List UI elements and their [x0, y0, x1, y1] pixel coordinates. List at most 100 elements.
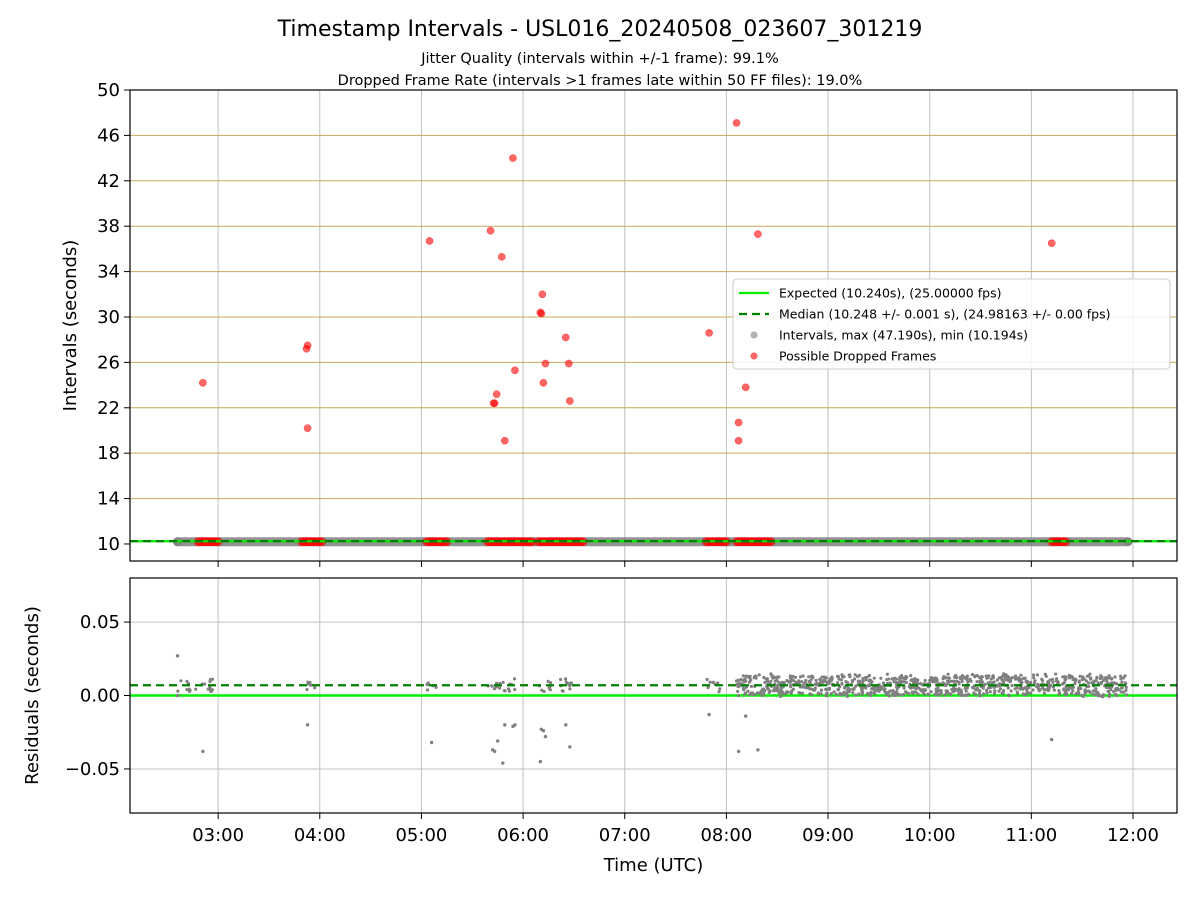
- residual-point: [1025, 679, 1029, 683]
- residual-point: [176, 689, 180, 693]
- residual-point: [984, 688, 989, 692]
- residual-point: [804, 678, 808, 683]
- residual-point: [978, 679, 982, 684]
- residual-point: [886, 677, 891, 681]
- residual-point: [1080, 693, 1084, 698]
- y-tick-label: 30: [97, 307, 120, 328]
- residual-point: [887, 691, 891, 695]
- x-axis-label: Time (UTC): [603, 855, 704, 876]
- residual-point: [981, 692, 986, 696]
- residual-point: [743, 692, 747, 696]
- residual-point: [901, 692, 906, 697]
- residual-point: [1057, 692, 1061, 696]
- residual-point: [856, 674, 860, 679]
- residual-point: [1035, 673, 1040, 677]
- residual-point: [944, 691, 949, 695]
- residual-point: [1086, 681, 1091, 685]
- residual-point: [1113, 675, 1117, 679]
- residual-outlier-point: [568, 745, 572, 749]
- dropped-frame-point: [734, 436, 743, 445]
- residual-point: [916, 692, 920, 696]
- residual-point: [208, 685, 212, 690]
- residual-point: [933, 692, 937, 696]
- residual-point: [1120, 680, 1124, 684]
- residual-point: [890, 677, 894, 681]
- chart-subtitle-dropped: Dropped Frame Rate (intervals >1 frames …: [338, 73, 863, 89]
- residual-point: [1019, 673, 1023, 677]
- dropped-frame-point: [564, 359, 573, 368]
- residual-point: [902, 686, 906, 690]
- residual-point: [1037, 687, 1041, 692]
- residual-point: [797, 681, 801, 685]
- residual-point: [803, 681, 807, 685]
- dropped-frame-point: [538, 290, 547, 299]
- residual-point: [981, 686, 985, 690]
- residual-point: [780, 690, 785, 694]
- residual-point: [736, 689, 740, 693]
- residual-point: [991, 674, 995, 678]
- residual-point: [845, 694, 849, 698]
- residual-outlier-point: [543, 734, 548, 739]
- residual-point: [957, 692, 961, 696]
- residual-point: [1105, 679, 1109, 684]
- residual-point: [752, 692, 757, 696]
- residual-point: [1123, 674, 1127, 678]
- residual-point: [1024, 692, 1028, 696]
- residual-point: [904, 674, 908, 679]
- residual-point: [1051, 680, 1055, 684]
- residual-point: [846, 681, 850, 685]
- residual-point: [840, 681, 844, 686]
- residual-point: [1088, 690, 1092, 694]
- residual-point: [845, 691, 849, 695]
- residual-point: [963, 686, 967, 690]
- residual-point: [930, 680, 935, 684]
- y-tick-label: 22: [97, 398, 120, 419]
- dropped-frame-point: [741, 383, 750, 392]
- residual-point: [791, 687, 795, 691]
- y-axis-label: Intervals (seconds): [60, 240, 81, 412]
- residual-point: [1046, 687, 1051, 691]
- residual-point: [718, 687, 722, 691]
- residual-point: [921, 691, 925, 695]
- residual-point: [960, 690, 964, 694]
- residual-outlier-point: [175, 693, 180, 698]
- chart-subtitle-jitter: Jitter Quality (intervals within +/-1 fr…: [420, 51, 779, 67]
- residual-point: [813, 686, 817, 690]
- residual-point: [747, 680, 752, 684]
- residual-point: [1084, 679, 1088, 683]
- residual-point: [501, 680, 505, 684]
- residual-point: [953, 675, 957, 679]
- dropped-frame-point: [199, 378, 207, 387]
- residual-point: [872, 691, 876, 695]
- residual-point: [434, 685, 438, 689]
- residual-point: [912, 680, 916, 685]
- dropped-frame-point: [490, 399, 499, 408]
- residual-outlier-point: [503, 723, 507, 727]
- residual-point: [923, 678, 927, 683]
- residual-point: [778, 689, 782, 693]
- y-tick-label: 46: [97, 125, 120, 146]
- residual-point: [741, 674, 745, 678]
- residual-point: [853, 673, 857, 677]
- residual-point: [888, 681, 892, 685]
- residual-point: [834, 692, 838, 696]
- residual-point: [547, 686, 551, 690]
- residual-point: [993, 689, 997, 693]
- dropped-frame-point: [754, 230, 762, 238]
- residual-point: [787, 680, 791, 684]
- residual-point: [950, 679, 954, 683]
- residual-point: [1113, 681, 1117, 686]
- residual-point: [948, 692, 952, 696]
- residual-point: [1032, 676, 1036, 680]
- residual-point: [867, 673, 872, 678]
- dropped-frame-point: [541, 359, 550, 368]
- residual-point: [979, 675, 984, 679]
- residual-point: [1033, 679, 1037, 683]
- residual-point: [1120, 686, 1124, 690]
- residual-point: [1031, 673, 1036, 677]
- residual-point: [958, 676, 963, 681]
- residual-point: [194, 687, 198, 691]
- residual-point: [992, 691, 997, 695]
- residual-point: [814, 678, 818, 682]
- residual-point: [932, 678, 936, 682]
